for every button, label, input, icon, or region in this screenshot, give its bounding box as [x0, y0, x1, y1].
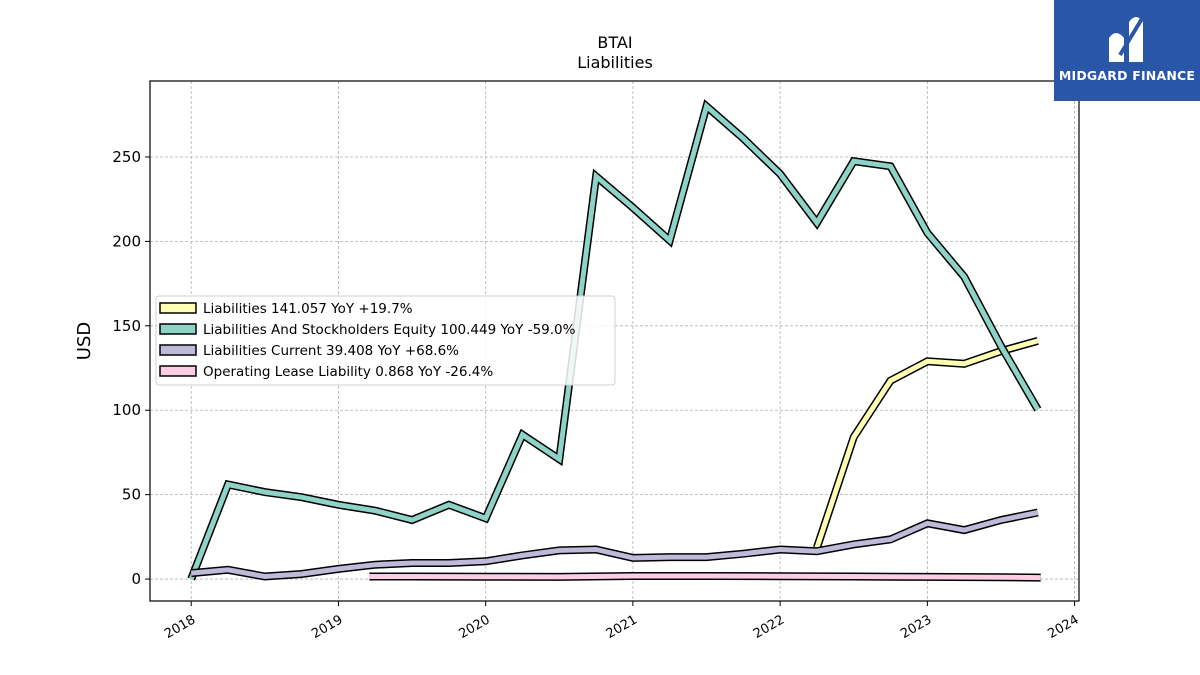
legend-box — [155, 295, 616, 386]
legend-swatch — [159, 344, 197, 356]
x-tick-label: 2020 — [457, 612, 493, 642]
logo-mark-icon — [1109, 10, 1148, 62]
y-tick-label: 50 — [122, 486, 141, 504]
x-tick-label: 2022 — [751, 612, 787, 642]
x-tick-label: 2021 — [604, 612, 640, 642]
legend-entry-label: Liabilities Current 39.408 YoY +68.6% — [203, 343, 459, 359]
x-tick-label: 2018 — [162, 612, 198, 642]
logo-text: MIDGARD FINANCE — [1058, 68, 1196, 83]
series-line-3 — [369, 573, 1041, 581]
plot-frame — [149, 80, 1080, 602]
legend-swatch — [159, 302, 197, 314]
legend: Liabilities 141.057 YoY +19.7% Liabilitie… — [155, 295, 616, 386]
x-tick-label: 2023 — [898, 612, 934, 642]
x-tick-label: 2019 — [309, 612, 345, 642]
chart-subtitle: Liabilities — [577, 53, 653, 72]
y-tick-label: 150 — [112, 317, 141, 335]
legend-entry-label: Liabilities 141.057 YoY +19.7% — [203, 301, 413, 317]
series-lines — [187, 99, 1042, 582]
y-axis-label: USD — [74, 322, 95, 360]
y-tick-label: 200 — [112, 232, 141, 250]
legend-swatch — [159, 365, 197, 377]
y-tick-label: 250 — [112, 148, 141, 166]
legend-entry-label: Operating Lease Liability 0.868 YoY -26.… — [203, 364, 493, 380]
chart-title: BTAI — [597, 33, 632, 52]
x-axis: 2018 2019 2020 2021 2022 2023 2024 — [162, 601, 1082, 642]
brand-logo: MIDGARD FINANCE — [1054, 0, 1200, 101]
legend-swatch — [159, 323, 197, 335]
series-outline-2 — [190, 508, 1039, 581]
y-axis: 0 50 100 150 200 250 — [112, 148, 150, 588]
y-tick-label: 0 — [131, 570, 141, 588]
y-tick-label: 100 — [112, 401, 141, 419]
series-line-1 — [188, 101, 1040, 581]
x-tick-label: 2024 — [1045, 612, 1081, 642]
legend-entry-label: Liabilities And Stockholders Equity 100.… — [203, 322, 576, 338]
series-line-2 — [190, 510, 1039, 580]
